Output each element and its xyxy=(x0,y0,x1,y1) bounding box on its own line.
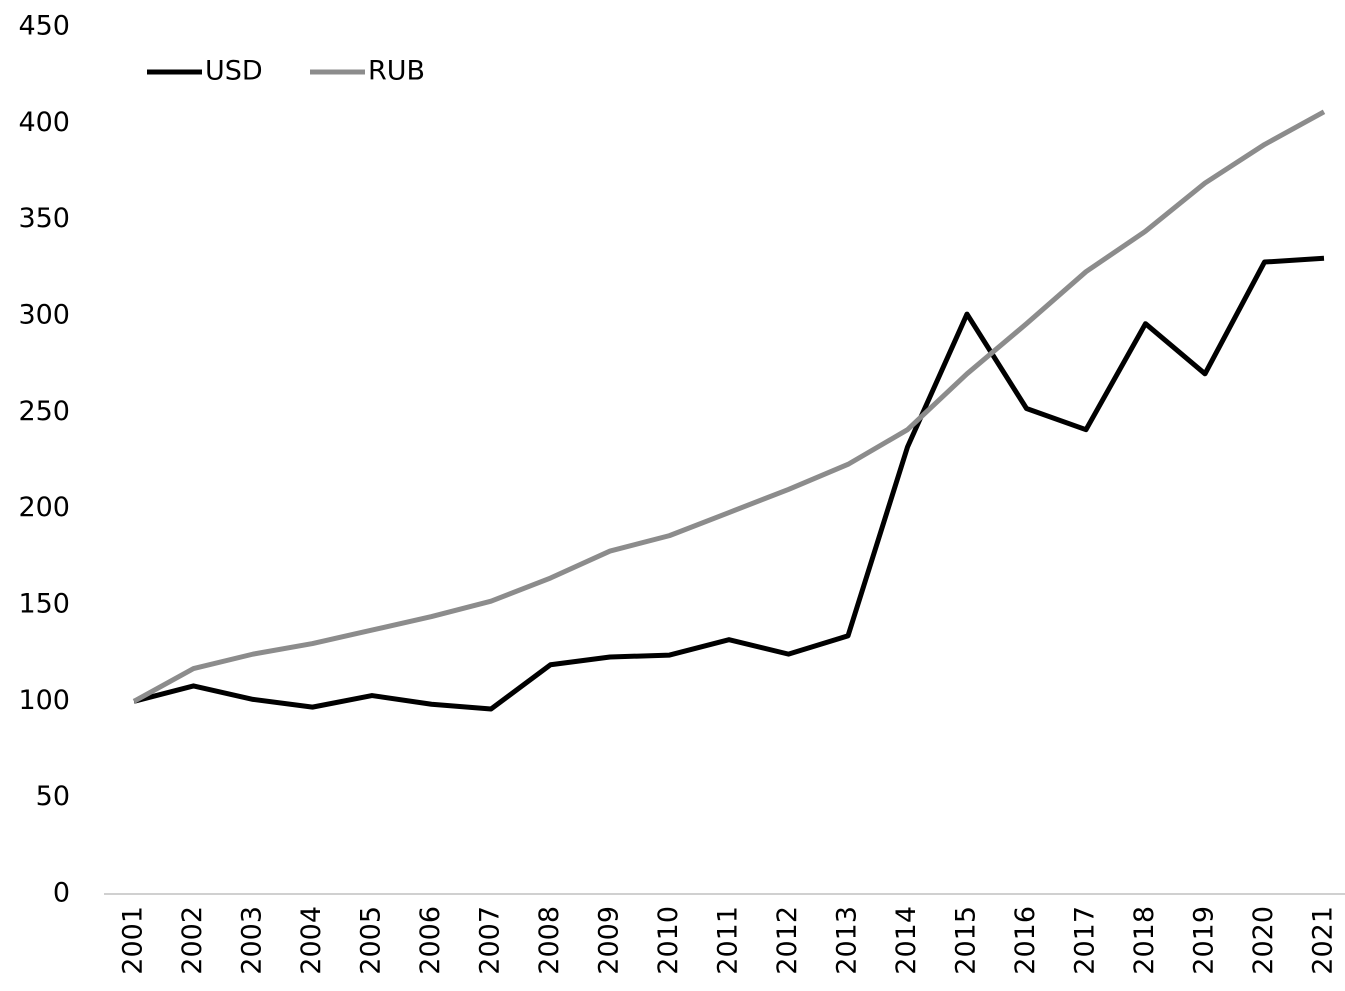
x-tick-label: 2013 xyxy=(832,906,863,975)
x-tick-label: 2001 xyxy=(118,906,149,975)
y-tick-label: 200 xyxy=(18,492,70,523)
line-series xyxy=(132,109,1326,704)
x-tick-label: 2009 xyxy=(594,906,625,975)
y-tick-label: 50 xyxy=(36,781,70,812)
x-tick-label: 2021 xyxy=(1308,906,1339,975)
x-tick-label: 2012 xyxy=(772,906,803,975)
x-tick-label: 2003 xyxy=(237,906,268,975)
x-tick-label: 2010 xyxy=(653,906,684,975)
x-tick-label: 2019 xyxy=(1189,906,1220,975)
y-tick-label: 450 xyxy=(18,11,70,42)
y-tick-label: 100 xyxy=(18,685,70,716)
x-tick-label: 2008 xyxy=(534,906,565,975)
y-tick-label: 150 xyxy=(18,589,70,620)
x-tick-label: 2014 xyxy=(891,906,922,975)
y-tick-label: 0 xyxy=(53,878,70,909)
x-tick-label: 2015 xyxy=(951,906,982,975)
x-tick-label: 2004 xyxy=(296,906,327,975)
x-tick-label: 2006 xyxy=(415,906,446,975)
x-tick-label: 2016 xyxy=(1010,906,1041,975)
x-tick-label: 2017 xyxy=(1070,906,1101,975)
line-series xyxy=(133,255,1325,712)
x-tick-label: 2018 xyxy=(1129,906,1160,975)
y-tick-label: 250 xyxy=(18,396,70,427)
y-tick-label: 400 xyxy=(18,107,70,138)
y-tick-label: 300 xyxy=(18,300,70,331)
x-tick-label: 2005 xyxy=(356,906,387,975)
legend-label: RUB xyxy=(368,56,425,87)
legend-label: USD xyxy=(205,56,263,87)
x-tick-label: 2002 xyxy=(177,906,208,975)
y-tick-label: 350 xyxy=(18,203,70,234)
x-tick-label: 2020 xyxy=(1248,906,1279,975)
x-tick-label: 2011 xyxy=(713,906,744,975)
x-tick-label: 2007 xyxy=(475,906,506,975)
